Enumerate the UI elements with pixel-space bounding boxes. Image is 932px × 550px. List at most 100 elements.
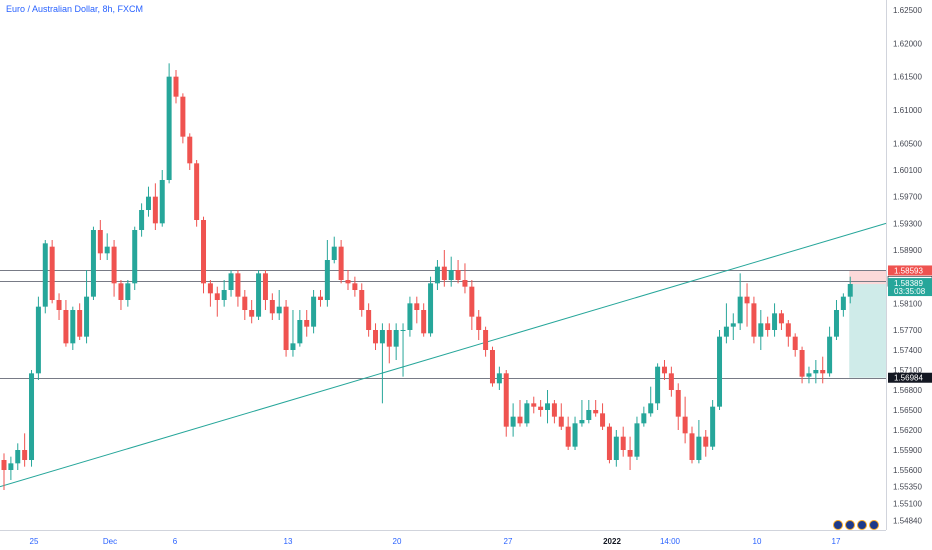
candle-body (290, 343, 296, 350)
event-badge-icon[interactable] (845, 520, 855, 530)
candle-body (483, 330, 489, 350)
y-tick-label: 1.61500 (893, 73, 922, 82)
y-tick-label: 1.59700 (893, 193, 922, 202)
candle-body (820, 370, 826, 374)
candle-body (772, 313, 778, 330)
candle-body (441, 266, 447, 280)
candle-body (77, 310, 83, 337)
x-tick-label: Dec (103, 537, 117, 546)
candle-body (132, 230, 138, 284)
candle-body (104, 246, 110, 254)
candle-body (421, 310, 427, 334)
y-tick-label: 1.57700 (893, 326, 922, 335)
candle-body (276, 306, 282, 314)
candle-body (1, 460, 7, 470)
candle-body (180, 96, 186, 137)
candle-body (579, 420, 585, 424)
candle-body (152, 196, 158, 224)
price-label-text: 1.56984 (894, 374, 923, 383)
candle-body (558, 416, 564, 427)
candle-body (469, 286, 475, 317)
y-tick-label: 1.61000 (893, 106, 922, 115)
candle-body (703, 436, 709, 447)
candle-body (606, 426, 612, 460)
candle-body (207, 283, 213, 294)
candle-body (269, 300, 275, 314)
candle-body (352, 283, 358, 290)
candle-body (317, 296, 323, 300)
candle-body (324, 260, 330, 300)
y-tick-label: 1.58100 (893, 299, 922, 308)
x-tick-label: 6 (173, 537, 178, 546)
y-tick-label: 1.55350 (893, 483, 922, 492)
price-label-text: 1.58593 (894, 266, 923, 275)
x-tick-label: 13 (284, 537, 293, 546)
candle-body (744, 296, 750, 304)
x-tick-label: 17 (832, 537, 841, 546)
candle-body (15, 450, 21, 464)
candle-body (675, 390, 681, 417)
candle-body (187, 136, 193, 164)
y-tick-label: 1.57400 (893, 346, 922, 355)
candle-body (503, 373, 509, 427)
candle-body (311, 296, 317, 327)
candle-body (751, 303, 757, 337)
candle-body (249, 310, 255, 317)
candle-body (600, 413, 606, 427)
candle-body (256, 273, 262, 317)
take-profit-zone (849, 284, 886, 378)
candle-body (476, 316, 482, 330)
candle-body (283, 306, 289, 350)
candle-body (717, 336, 723, 407)
event-badges[interactable] (833, 520, 879, 531)
candle-body (125, 283, 131, 300)
candle-body (792, 336, 798, 350)
candle-body (510, 416, 516, 427)
event-badge-icon[interactable] (857, 520, 867, 530)
candle-body (400, 330, 406, 331)
candle-body (194, 163, 200, 220)
candle-body (799, 350, 805, 377)
candle-body (496, 373, 502, 384)
x-tick-label: 2022 (603, 537, 621, 546)
countdown-label-text: 03:35:08 (894, 287, 926, 296)
candle-body (145, 196, 151, 210)
candle-body (338, 246, 344, 280)
y-tick-label: 1.60100 (893, 166, 922, 175)
candle-body (634, 423, 640, 457)
candle-body (345, 280, 351, 284)
candle-body (407, 303, 413, 330)
candle-body (414, 303, 420, 310)
trendline (0, 222, 887, 488)
candle-body (572, 423, 578, 447)
candle-body (97, 230, 103, 254)
candle-body (538, 406, 544, 410)
candle-body (56, 300, 62, 310)
candle-body (517, 416, 523, 424)
candle-body (737, 296, 743, 324)
y-tick-label: 1.56200 (893, 426, 922, 435)
candle-body (386, 330, 392, 347)
candle-body (489, 350, 495, 384)
candle-body (613, 436, 619, 460)
y-tick-label: 1.60500 (893, 139, 922, 148)
candle-body (373, 330, 379, 344)
candle-body (545, 403, 551, 410)
candle-body (118, 283, 124, 300)
price-label-text: 1.58389 (894, 279, 923, 288)
candle-body (393, 330, 399, 347)
candle-body (49, 246, 55, 300)
candle-body (8, 463, 14, 470)
candle-body (428, 283, 434, 334)
y-tick-label: 1.55600 (893, 466, 922, 475)
candle-body (689, 433, 695, 460)
candle-body (648, 403, 654, 414)
event-badge-icon[interactable] (869, 520, 879, 530)
candle-body (166, 76, 172, 180)
candle-body (661, 366, 667, 374)
event-badge-icon[interactable] (833, 520, 843, 530)
x-tick-label: 25 (30, 537, 39, 546)
candle-body (765, 323, 771, 330)
candle-body (455, 270, 461, 280)
